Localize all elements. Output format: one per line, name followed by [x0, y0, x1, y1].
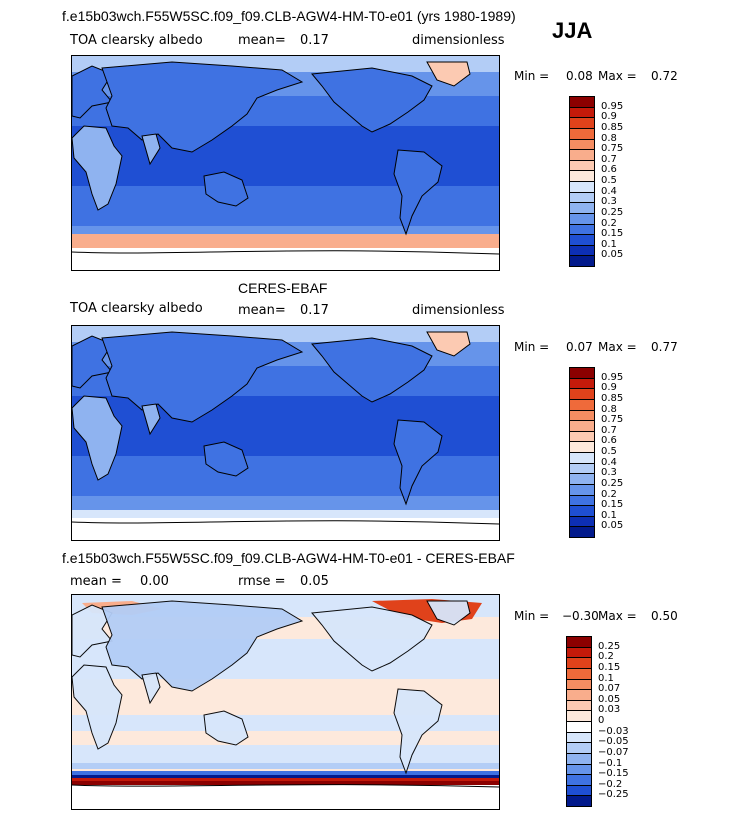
colorbar-tick-label: 0.2 — [601, 217, 617, 229]
map-svg — [72, 595, 499, 809]
season-label: JJA — [552, 18, 593, 43]
colorbar-tick-label: 0.15 — [601, 228, 624, 240]
panel-1-mean-value: 0.17 — [300, 33, 329, 48]
colorbar-tick-label: 0.6 — [601, 435, 617, 447]
colorbar-tick-label: 0.9 — [601, 382, 617, 394]
colorbar-tick-label: 0.8 — [601, 403, 617, 415]
colorbar-tick-label: 0.25 — [598, 640, 621, 652]
colorbar-tick-label: 0.2 — [598, 651, 614, 663]
colorbar-swatch — [569, 255, 595, 267]
colorbar-tick-label: 0.8 — [601, 132, 617, 144]
colorbar-tick-label: 0.5 — [601, 446, 617, 457]
colorbar-tick-label: 0.95 — [601, 100, 624, 112]
panel-1-min-label: Min = — [514, 69, 550, 83]
panel-3-max-value: 0.50 — [651, 609, 678, 623]
panel-3-mean-label: mean = — [70, 574, 122, 589]
colorbar-tick-label: 0.4 — [601, 456, 617, 468]
colorbar-tick-label: −0.25 — [598, 789, 629, 801]
panel-2-min-value: 0.07 — [566, 340, 593, 354]
panel-1-min-value: 0.08 — [566, 69, 593, 83]
colorbar-tick-label: 0.75 — [601, 414, 624, 426]
colorbar-tick-label: 0.1 — [598, 672, 614, 684]
colorbar-tick-label: 0.05 — [598, 693, 621, 705]
colorbar-tick-label: 0.15 — [598, 661, 621, 673]
colorbar-tick-label: 0.75 — [601, 143, 624, 155]
panel-2-map — [71, 325, 500, 541]
panel-3-rmse-label: rmse = — [238, 574, 286, 589]
panel-3-min-value: −0.30 — [562, 609, 599, 623]
panel-2-max-value: 0.77 — [651, 340, 678, 354]
panel-3-map — [71, 594, 500, 810]
panel-2-max-label: Max = — [598, 340, 637, 354]
colorbar-tick-label: 0.1 — [601, 509, 617, 521]
colorbar-tick-label: 0.2 — [601, 488, 617, 500]
colorbar-tick-label: −0.05 — [598, 736, 629, 748]
colorbar-tick-label: −0.1 — [598, 757, 623, 769]
panel-3-mean-value: 0.00 — [140, 574, 169, 589]
map-svg — [72, 326, 499, 540]
colorbar-tick-label: 0.85 — [601, 121, 624, 133]
colorbar-swatch — [569, 526, 595, 538]
panel-1-max-label: Max = — [598, 69, 637, 83]
panel-1-max-value: 0.72 — [651, 69, 678, 83]
panel-3-min-label: Min = — [514, 609, 550, 623]
panel-2-units: dimensionless — [412, 303, 505, 318]
colorbar-tick-label: 0.6 — [601, 164, 617, 176]
colorbar-tick-label: 0.25 — [601, 206, 624, 218]
panel-1-units: dimensionless — [412, 33, 505, 48]
colorbar-tick-label: 0.05 — [601, 520, 624, 532]
colorbar-tick-label: 0 — [598, 715, 605, 726]
colorbar-tick-label: −0.07 — [598, 746, 629, 758]
colorbar-tick-label: −0.2 — [598, 778, 623, 790]
panel-2-mean-value: 0.17 — [300, 303, 329, 318]
colorbar-tick-label: 0.1 — [601, 238, 617, 250]
panel-2-mean-label: mean= — [238, 303, 286, 318]
colorbar-tick-label: 0.95 — [601, 371, 624, 383]
panel-1-title: f.e15b03wch.F55W5SC.f09_f09.CLB-AGW4-HM-… — [62, 8, 516, 24]
colorbar-tick-label: 0.05 — [601, 249, 624, 261]
panel-3-title: f.e15b03wch.F55W5SC.f09_f09.CLB-AGW4-HM-… — [62, 550, 515, 566]
colorbar-tick-label: 0.5 — [601, 175, 617, 186]
colorbar-tick-label: 0.3 — [601, 467, 617, 479]
panel-1-map — [71, 55, 500, 271]
colorbar-tick-label: 0.7 — [601, 424, 617, 436]
colorbar-tick-label: 0.07 — [598, 683, 621, 695]
colorbar-tick-label: 0.85 — [601, 392, 624, 404]
panel-1-mean-label: mean= — [238, 33, 286, 48]
colorbar-swatch — [566, 795, 592, 807]
panel-3-max-label: Max = — [598, 609, 637, 623]
panel-2-min-label: Min = — [514, 340, 550, 354]
colorbar-tick-label: 0.3 — [601, 196, 617, 208]
colorbar-tick-label: 0.25 — [601, 477, 624, 489]
panel-2-colorbar: 0.95 0.9 0.85 0.8 0.75 0.7 0.6 0.5 0.4 0.3 0.25 0.2… — [569, 367, 659, 538]
colorbar-tick-label: 0.03 — [598, 704, 621, 716]
colorbar-tick-label: 0.9 — [601, 111, 617, 123]
panel-1-colorbar: 0.95 0.9 0.85 0.8 0.75 0.7 0.6 0.5 0.4 0.3 0.25 0.2… — [569, 96, 659, 267]
panel-1-variable: TOA clearsky albedo — [70, 33, 203, 48]
panel-2-title: CERES-EBAF — [238, 280, 328, 296]
panel-3-rmse-value: 0.05 — [300, 574, 329, 589]
colorbar-tick-label: −0.03 — [598, 725, 629, 737]
colorbar-tick-label: 0.4 — [601, 185, 617, 197]
colorbar-tick-label: 0.15 — [601, 499, 624, 511]
colorbar-tick-label: −0.15 — [598, 768, 629, 780]
colorbar-tick-label: 0.7 — [601, 153, 617, 165]
panel-3-colorbar: 0.25 0.2 0.15 0.1 0.07 0.05 0.03 0 −0.03 −0.05 −0.… — [566, 636, 656, 807]
map-svg — [72, 56, 499, 270]
panel-2-variable: TOA clearsky albedo — [70, 301, 203, 316]
